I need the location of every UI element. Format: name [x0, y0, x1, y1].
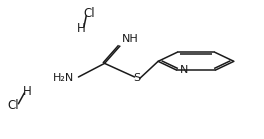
Text: H: H	[23, 85, 32, 98]
Text: S: S	[134, 73, 141, 83]
Text: H: H	[77, 22, 86, 35]
Text: Cl: Cl	[83, 7, 95, 20]
Text: N: N	[180, 65, 188, 75]
Text: H₂N: H₂N	[53, 73, 74, 83]
Text: Cl: Cl	[7, 99, 19, 112]
Text: NH: NH	[121, 34, 138, 44]
